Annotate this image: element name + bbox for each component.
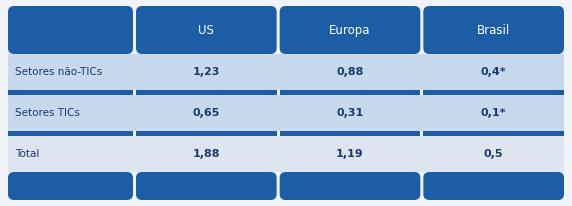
Bar [280,90,420,95]
Text: 0,5: 0,5 [484,149,503,159]
Bar [280,131,420,136]
FancyBboxPatch shape [8,172,133,200]
Bar [8,54,564,90]
Text: 0,65: 0,65 [193,108,220,118]
Bar [8,95,564,131]
FancyBboxPatch shape [136,6,277,54]
Bar [8,136,564,172]
Text: Brasil: Brasil [477,23,510,36]
FancyBboxPatch shape [423,172,564,200]
Bar [136,90,277,95]
FancyBboxPatch shape [136,172,277,200]
Bar [423,131,564,136]
Text: US: US [198,23,214,36]
FancyBboxPatch shape [8,6,133,54]
FancyBboxPatch shape [423,6,564,54]
Bar [8,90,133,95]
Text: Setores TICs: Setores TICs [15,108,80,118]
Text: 1,19: 1,19 [336,149,364,159]
Text: Total: Total [15,149,39,159]
Bar [8,131,133,136]
FancyBboxPatch shape [280,172,420,200]
Text: 0,31: 0,31 [336,108,364,118]
Bar [136,131,277,136]
Text: 1,88: 1,88 [193,149,220,159]
FancyBboxPatch shape [280,6,420,54]
Text: Setores não-TICs: Setores não-TICs [15,67,102,77]
Text: 0,1*: 0,1* [481,108,506,118]
Bar [423,90,564,95]
Text: 0,88: 0,88 [336,67,364,77]
Text: 0,4*: 0,4* [481,67,506,77]
Text: Europa: Europa [329,23,371,36]
Text: 1,23: 1,23 [193,67,220,77]
